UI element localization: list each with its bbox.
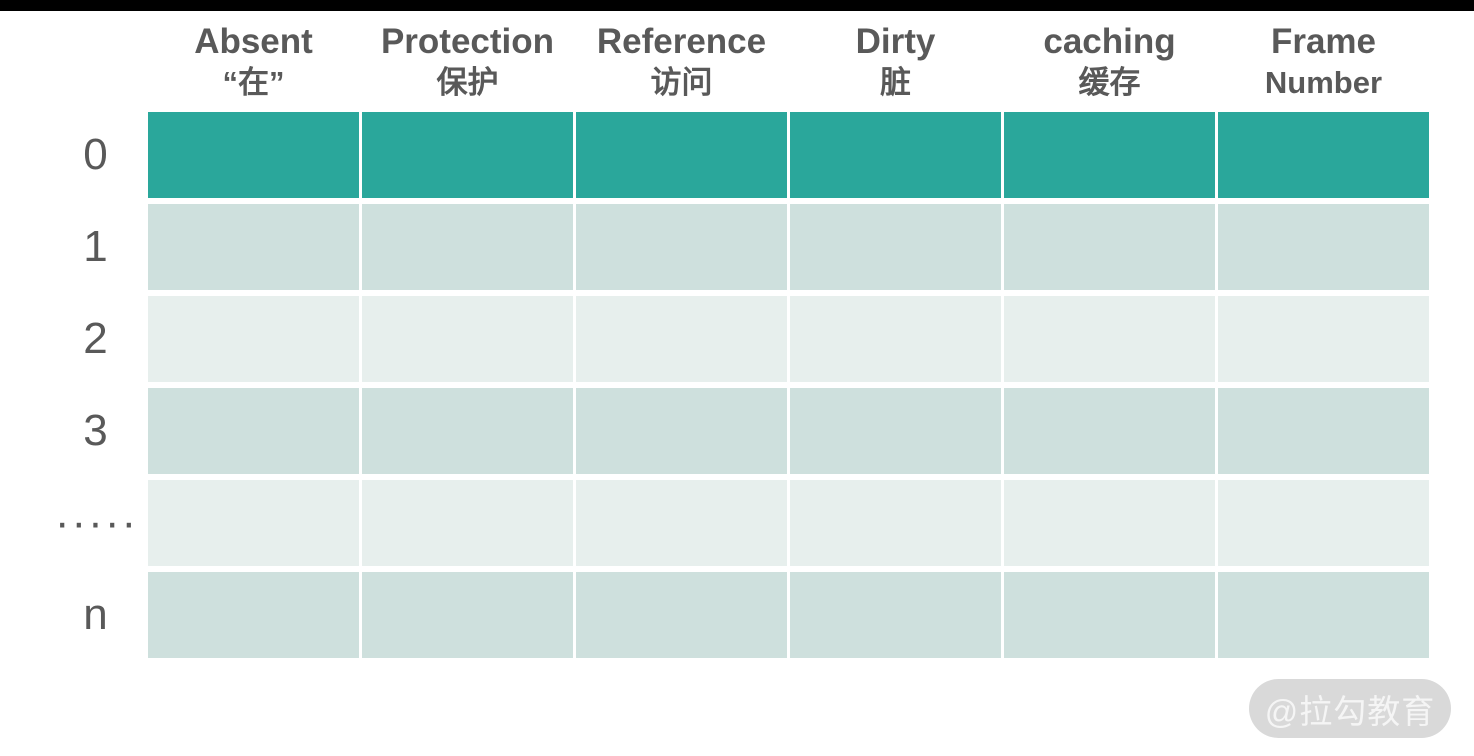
table-cell — [362, 296, 573, 382]
table-row: n — [0, 572, 1429, 658]
column-header-zh: 保护 — [436, 64, 499, 100]
table-cell — [1218, 112, 1429, 198]
table-row: 1 — [0, 204, 1429, 290]
column-header-dirty: Dirty 脏 — [790, 21, 1001, 102]
table-cell — [790, 112, 1001, 198]
column-header-en: Number — [1264, 64, 1383, 100]
table-row: 2 — [0, 296, 1429, 382]
table-cell — [362, 480, 573, 566]
table-row: 3 — [0, 388, 1429, 474]
table-cell — [576, 204, 787, 290]
table-cell — [1004, 480, 1215, 566]
column-header-caching: caching 缓存 — [1004, 21, 1215, 102]
table-row: ····· — [0, 480, 1429, 566]
table-cell — [1218, 388, 1429, 474]
table-cell — [1004, 204, 1215, 290]
table-cell — [576, 112, 787, 198]
row-label: 3 — [83, 406, 110, 455]
table-cell — [148, 572, 359, 658]
table-cell — [148, 296, 359, 382]
row-label: ····· — [54, 498, 139, 547]
column-header-en: caching — [1043, 22, 1176, 62]
row-label: 2 — [83, 314, 110, 363]
table-cell — [790, 204, 1001, 290]
table-cell — [576, 296, 787, 382]
table-cell — [790, 480, 1001, 566]
column-header-protection: Protection 保护 — [362, 21, 573, 102]
top-bar — [0, 0, 1474, 11]
watermark-badge: @拉勾教育 — [1249, 679, 1451, 738]
table-cell — [148, 112, 359, 198]
table-cell — [362, 204, 573, 290]
table-cell — [362, 388, 573, 474]
table-cell — [148, 480, 359, 566]
column-header-frame-number: Frame Number — [1218, 21, 1429, 102]
row-label: 1 — [83, 222, 110, 271]
column-header-en: Frame — [1270, 22, 1377, 62]
table-cell — [790, 388, 1001, 474]
column-header-zh: 缓存 — [1078, 64, 1141, 100]
column-header-zh: 脏 — [880, 64, 911, 100]
table-cell — [148, 204, 359, 290]
table-row: 0 — [0, 112, 1429, 198]
column-header-en: Absent — [194, 22, 313, 62]
table-cell — [1218, 296, 1429, 382]
column-header-zh: “在” — [222, 64, 285, 100]
table-cell — [790, 296, 1001, 382]
table-cell — [1218, 480, 1429, 566]
table-header-row: Absent “在” Protection 保护 Reference 访问 Di… — [0, 11, 1429, 112]
table-cell — [1218, 572, 1429, 658]
table-cell — [576, 572, 787, 658]
column-header-zh: 访问 — [650, 64, 713, 100]
column-header-en: Dirty — [855, 22, 936, 62]
table-cell — [1004, 112, 1215, 198]
table-cell — [362, 572, 573, 658]
column-header-reference: Reference 访问 — [576, 21, 787, 102]
table-cell — [1004, 296, 1215, 382]
table-cell — [1004, 572, 1215, 658]
row-label: n — [83, 590, 110, 639]
watermark-text: @拉勾教育 — [1264, 692, 1436, 730]
table-cell — [362, 112, 573, 198]
table-cell — [148, 388, 359, 474]
column-header-absent: Absent “在” — [148, 21, 359, 102]
table-cell — [790, 572, 1001, 658]
page-table: Absent “在” Protection 保护 Reference 访问 Di… — [0, 11, 1429, 664]
table-cell — [576, 480, 787, 566]
column-header-en: Protection — [380, 22, 555, 62]
column-header-en: Reference — [596, 22, 767, 62]
table-cell — [576, 388, 787, 474]
table-cell — [1004, 388, 1215, 474]
row-label: 0 — [83, 130, 110, 179]
table-cell — [1218, 204, 1429, 290]
